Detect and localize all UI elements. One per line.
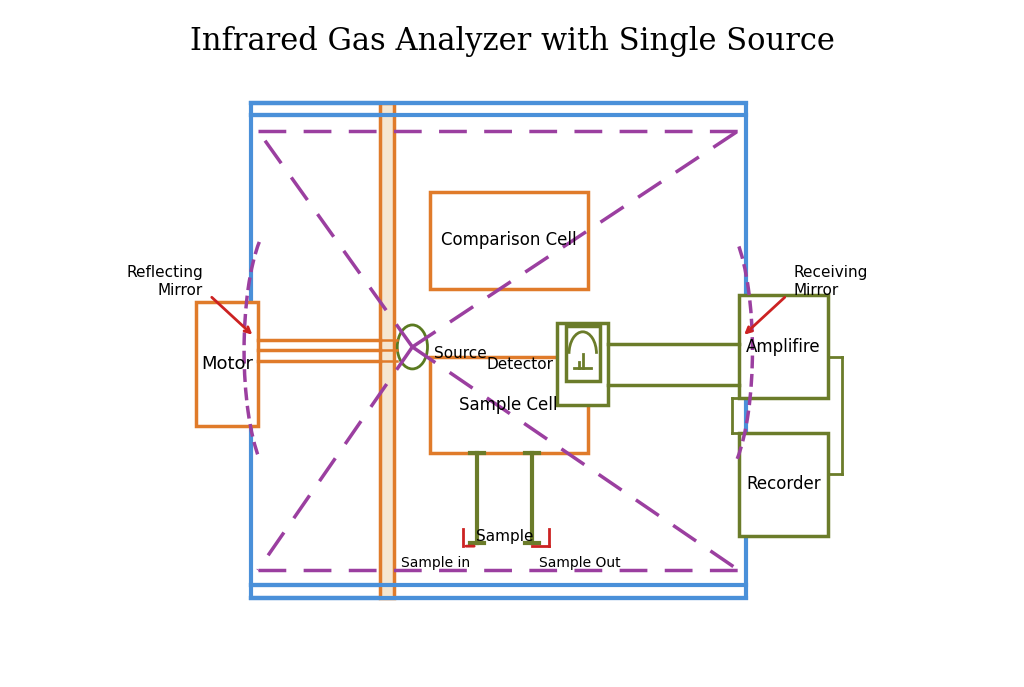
Text: Sample in: Sample in [401,556,470,570]
FancyBboxPatch shape [557,323,608,405]
Ellipse shape [397,325,427,369]
Text: Motor: Motor [201,355,253,373]
Text: Amplifire: Amplifire [746,338,820,356]
FancyBboxPatch shape [196,302,258,426]
FancyBboxPatch shape [380,103,394,598]
FancyBboxPatch shape [738,433,828,536]
Text: Recorder: Recorder [746,475,820,493]
FancyBboxPatch shape [429,192,588,289]
Text: Comparison Cell: Comparison Cell [440,232,577,249]
FancyBboxPatch shape [429,357,588,453]
Text: Sample Out: Sample Out [540,556,621,570]
Text: Receiving
Mirror: Receiving Mirror [794,265,868,298]
Text: Infrared Gas Analyzer with Single Source: Infrared Gas Analyzer with Single Source [189,25,835,57]
FancyBboxPatch shape [565,326,600,381]
Text: Source: Source [434,346,487,361]
Text: Reflecting
Mirror: Reflecting Mirror [126,265,203,298]
Text: Sample Cell: Sample Cell [460,396,558,414]
Text: Detector: Detector [486,357,553,372]
Text: Sample: Sample [476,529,534,544]
FancyBboxPatch shape [738,295,828,398]
